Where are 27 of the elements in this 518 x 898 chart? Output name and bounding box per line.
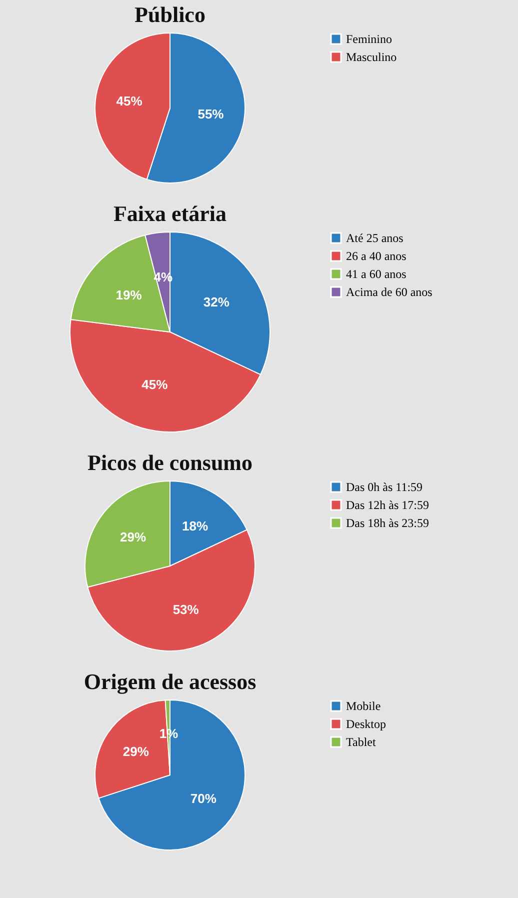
data-label: 45%: [142, 376, 168, 392]
data-label: 29%: [122, 744, 150, 759]
legend-label: Das 0h às 11:59: [346, 480, 423, 494]
legend-label: Até 25 anos: [346, 231, 404, 245]
legend-label: Das 18h às 23:59: [346, 516, 429, 530]
legend-label: Masculino: [346, 50, 397, 64]
legend-label: Das 12h às 17:59: [346, 498, 429, 512]
legend-label: Feminino: [346, 32, 392, 46]
pie-slice: [98, 700, 246, 850]
data-label: 70%: [190, 791, 217, 806]
data-label: 19%: [116, 288, 142, 303]
legend-label: 41 a 60 anos: [346, 267, 407, 281]
data-label: 18%: [182, 518, 208, 534]
data-label: 53%: [172, 602, 200, 617]
chart-title: Público: [134, 2, 206, 27]
chart-title: Origem de acessos: [84, 669, 257, 694]
data-label: 29%: [120, 529, 147, 544]
legend-label: Tablet: [346, 735, 376, 749]
data-label: 45%: [116, 94, 143, 109]
data-label: 32%: [203, 294, 230, 310]
chart-title: Faixa etária: [113, 201, 227, 226]
chart-title: Picos de consumo: [88, 450, 252, 475]
legend-label: 26 a 40 anos: [346, 249, 407, 263]
legend-label: Mobile: [346, 699, 381, 713]
legend-label: Desktop: [346, 717, 386, 731]
data-label: 55%: [198, 106, 224, 122]
legend-label: Acima de 60 anos: [346, 285, 433, 299]
